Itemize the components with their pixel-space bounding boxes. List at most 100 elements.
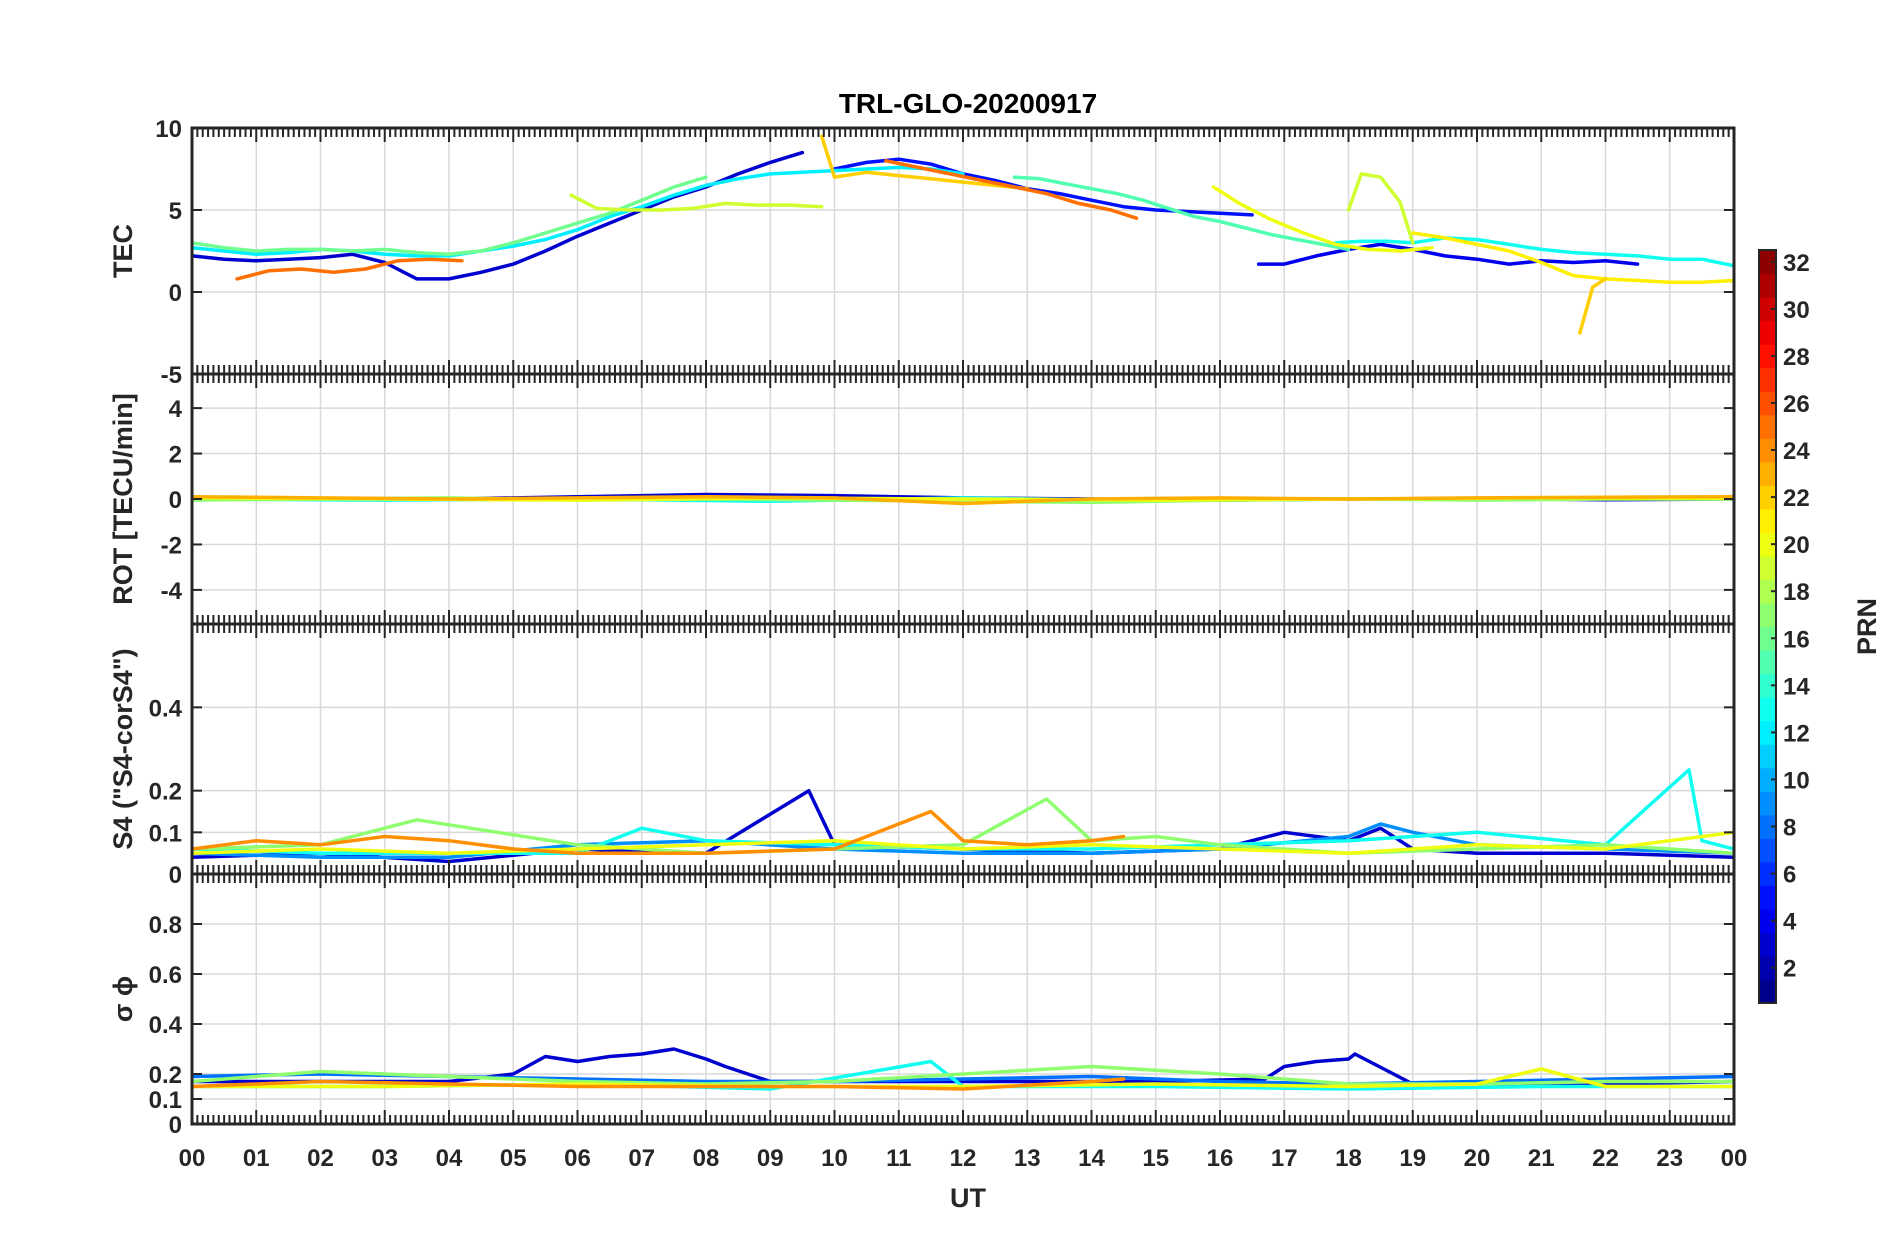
x-tick-label: 04 xyxy=(436,1145,463,1172)
panel-rot-series xyxy=(192,492,1734,506)
panel-rot: -4 -2 0 2 4 ROT [TECU/min] xyxy=(108,372,1736,626)
colorbar-swatch xyxy=(1759,838,1776,863)
series-prn-23-line xyxy=(192,494,1734,506)
x-tick-label: 03 xyxy=(371,1145,398,1172)
x-axis-label: UT xyxy=(950,1183,986,1213)
chart-title: TRL-GLO-20200917 xyxy=(839,88,1097,119)
colorbar-swatch xyxy=(1759,273,1776,298)
x-tick-label: 15 xyxy=(1142,1145,1169,1172)
x-tick-label: 00 xyxy=(179,1145,206,1172)
colorbar-swatch xyxy=(1759,485,1776,510)
colorbar-swatch xyxy=(1759,297,1776,322)
x-tick-label: 21 xyxy=(1528,1145,1555,1172)
panel-sigma: 00.10.2 0.4 0.6 0.8 σ ϕ xyxy=(108,872,1736,1139)
x-tick-label: 07 xyxy=(628,1145,655,1172)
x-tick-label: 10 xyxy=(821,1145,848,1172)
colorbar-swatch xyxy=(1759,697,1776,722)
colorbar-tick-label: 30 xyxy=(1783,297,1810,324)
colorbar-swatch xyxy=(1759,532,1776,557)
colorbar-swatch xyxy=(1759,555,1776,581)
colorbar-tick-label: 24 xyxy=(1783,438,1810,465)
series-prn-15-line xyxy=(1012,175,1351,252)
series-prn-13-line xyxy=(1333,236,1734,268)
y-tick-label: 5 xyxy=(169,198,182,225)
colorbar-tick-label: 28 xyxy=(1783,344,1810,371)
panel-tec-series xyxy=(192,134,1734,335)
panel-rot-ylabel: ROT [TECU/min] xyxy=(108,393,138,604)
y-tick-label: 0 xyxy=(169,1112,182,1139)
y-tick-label: 0.4 xyxy=(149,1012,183,1039)
series-prn-22-line xyxy=(1578,277,1608,335)
colorbar-swatch xyxy=(1759,579,1776,604)
y-tick-label: 0.1 xyxy=(149,1087,182,1114)
x-tick-label: 00 xyxy=(1721,1145,1748,1172)
series-prn-4-line xyxy=(1256,242,1640,266)
y-tick-label: 0.2 xyxy=(149,779,182,806)
series-prn-24-line xyxy=(192,1077,1126,1091)
x-tick-label: 06 xyxy=(564,1145,591,1172)
colorbar-tick-label: 14 xyxy=(1783,673,1810,700)
x-tick-label: 22 xyxy=(1592,1145,1619,1172)
x-tick-label: 02 xyxy=(307,1145,334,1172)
x-tick-label: 11 xyxy=(886,1145,911,1172)
panel-s4: 0 0.1 0.2 0.4 S4 ("S4-corS4") xyxy=(108,622,1736,889)
colorbar-swatch xyxy=(1759,908,1776,934)
x-tick-label: 20 xyxy=(1464,1145,1491,1172)
panel-sigma-ylabel: σ ϕ xyxy=(108,976,138,1022)
y-tick-label: -4 xyxy=(161,578,183,605)
colorbar-swatch xyxy=(1759,367,1776,392)
series-prn-3-line xyxy=(192,1047,1734,1086)
colorbar-tick-label: 26 xyxy=(1783,391,1810,418)
colorbar-swatch xyxy=(1759,414,1776,439)
colorbar-swatch xyxy=(1759,320,1776,345)
x-tick-label: 23 xyxy=(1656,1145,1683,1172)
y-tick-label: 10 xyxy=(155,116,182,143)
y-tick-label: -2 xyxy=(161,532,182,559)
colorbar-tick-label: 2 xyxy=(1783,956,1796,983)
colorbar-swatch xyxy=(1759,767,1776,792)
colorbar-tick-label: 6 xyxy=(1783,862,1796,889)
y-tick-label: 0.4 xyxy=(149,695,183,722)
y-tick-label: 0 xyxy=(169,280,182,307)
colorbar-swatch xyxy=(1759,885,1776,910)
colorbar-tick-label: 10 xyxy=(1783,767,1810,794)
colorbar-tick-label: 22 xyxy=(1783,485,1810,512)
colorbar-swatch xyxy=(1759,438,1776,463)
colorbar-tick-label: 4 xyxy=(1783,909,1797,936)
series-prn-24-line xyxy=(192,809,1126,855)
y-tick-label: 4 xyxy=(169,396,183,423)
colorbar-swatch xyxy=(1759,344,1776,369)
y-tick-label: 0.6 xyxy=(149,962,182,989)
colorbar-swatch xyxy=(1759,391,1776,416)
series-prn-21-line xyxy=(1411,231,1734,284)
series-prn-22-line xyxy=(819,134,1030,191)
colorbar-tick-label: 16 xyxy=(1783,626,1810,653)
y-tick-label: -5 xyxy=(161,362,182,389)
x-tick-label: 19 xyxy=(1399,1145,1426,1172)
colorbar-swatch xyxy=(1759,861,1776,886)
y-tick-label: 2 xyxy=(169,442,182,469)
colorbar-tick-label: 20 xyxy=(1783,532,1810,559)
x-tick-label: 01 xyxy=(243,1145,270,1172)
x-tick-label: 17 xyxy=(1271,1145,1298,1172)
x-tick-label: 14 xyxy=(1078,1145,1105,1172)
colorbar-tick-label: 8 xyxy=(1783,815,1796,842)
colorbar-swatch xyxy=(1759,250,1776,275)
colorbar-swatch xyxy=(1759,461,1776,486)
y-tick-label: 0.8 xyxy=(149,912,182,939)
panel-tec-ylabel: TEC xyxy=(108,224,138,278)
panel-tec: -5 0 5 10 TEC xyxy=(108,116,1736,389)
colorbar-label: PRN xyxy=(1852,598,1882,655)
x-tick-label: 05 xyxy=(500,1145,527,1172)
colorbar-swatch xyxy=(1759,650,1776,675)
series-prn-17-line xyxy=(192,797,1734,855)
colorbar-swatch xyxy=(1759,720,1776,745)
x-tick-label: 08 xyxy=(693,1145,720,1172)
colorbar-tick-label: 18 xyxy=(1783,579,1810,606)
x-tick-label: 13 xyxy=(1014,1145,1041,1172)
colorbar-swatch xyxy=(1759,673,1776,698)
x-tick-label: 18 xyxy=(1335,1145,1362,1172)
y-tick-label: 0.2 xyxy=(149,1062,182,1089)
series-prn-19-line xyxy=(1346,172,1415,245)
